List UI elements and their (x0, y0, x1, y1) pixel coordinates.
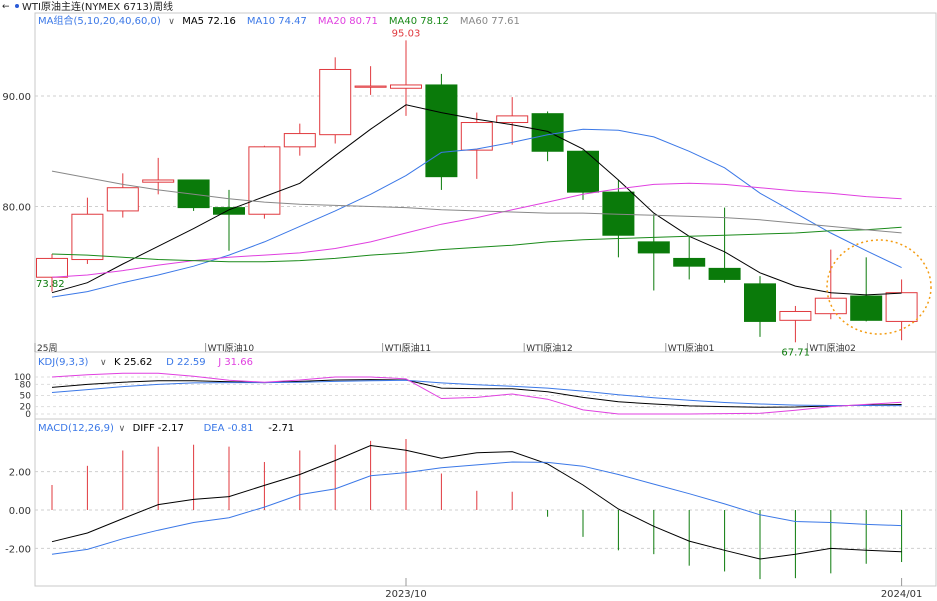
macd-legend-item: DIFF -2.17 (133, 423, 184, 434)
ma-line-ma60 (51, 170, 902, 234)
macd-panel-frame (34, 418, 937, 587)
candle-body (319, 68, 352, 136)
date-label: 2024/01 (881, 589, 923, 600)
kdj-legend-item: D 22.59 (166, 357, 206, 368)
candle-body (885, 292, 918, 322)
highlight-circle (826, 239, 932, 335)
price-tick-label: 90.00 (2, 92, 31, 103)
candle-body (354, 85, 387, 88)
kdj-line-k (51, 379, 902, 408)
dropdown-icon: ∨ (119, 424, 126, 434)
candle-body (71, 213, 104, 261)
candle-body (637, 241, 670, 254)
candle-body (673, 257, 706, 267)
macd-tick-label: 2.00 (9, 468, 31, 479)
period-marker-label: WTI原油02 (809, 342, 856, 354)
kdj-tick-label: 20 (20, 403, 32, 413)
macd-legend-title: MACD(12,26,9) (38, 423, 114, 434)
kdj-lines (51, 372, 902, 415)
dropdown-icon: ∨ (100, 358, 107, 368)
dropdown-icon: ∨ (168, 17, 175, 27)
period-marker-label: WTI原油01 (668, 342, 715, 354)
macd-line-dea (51, 461, 902, 555)
candle-body (496, 115, 529, 124)
macd-histogram-and-lines (51, 438, 903, 580)
kdj-tick-label: 100 (14, 373, 31, 383)
candle-body (142, 179, 175, 183)
instrument-dot-icon (15, 4, 19, 8)
kdj-tick-label: 50 (20, 392, 32, 402)
kdj-legend-item: K 25.62 (114, 357, 152, 368)
ma-legend-item: MA5 72.16 (182, 16, 236, 27)
kdj-line-d (51, 379, 902, 407)
candle-body (390, 84, 422, 89)
low-annotation: 73.82 (36, 279, 65, 290)
candle-body (283, 133, 316, 148)
candle-body (531, 113, 564, 152)
period-marker-label: WTI原油11 (385, 342, 432, 354)
high-annotation: 95.03 (392, 28, 421, 39)
kdj-legend-item: J 31.66 (217, 357, 253, 368)
kdj-legend-title: KDJ(9,3,3) (38, 357, 89, 368)
candle-body (779, 310, 812, 321)
candle-body (248, 146, 281, 215)
macd-gridlines (35, 471, 936, 549)
ma-line-ma40 (51, 226, 902, 263)
moving-average-lines (51, 104, 902, 298)
price-tick-label: 80.00 (2, 203, 31, 214)
candle-body (106, 187, 139, 212)
macd-line-diff (51, 444, 902, 560)
period-marker-label: WTI原油10 (208, 342, 255, 354)
macd-legend-item: DEA -0.81 (204, 423, 254, 434)
candle-body (460, 122, 493, 151)
ma-line-ma10 (51, 128, 902, 298)
candle-body (567, 150, 599, 193)
period-marker-label: WTI原油12 (526, 342, 573, 354)
kdj-tick-label: 80 (20, 380, 32, 390)
back-icon[interactable]: ← (2, 2, 10, 12)
candle-body (744, 283, 776, 322)
date-label: 2023/10 (385, 589, 427, 600)
ma-line-ma5 (51, 104, 902, 296)
period-marker-label: 25周 (37, 343, 57, 354)
low-annotation: 67.71 (781, 347, 810, 358)
candle-body (213, 207, 245, 215)
candle-body (425, 84, 458, 178)
macd-tick-label: 0.00 (9, 506, 31, 517)
instrument-title[interactable]: WTI原油主连(NYMEX 6713) (22, 0, 153, 13)
candle-body (177, 179, 210, 209)
period-selector[interactable]: 周线 (153, 0, 173, 13)
candle-body (850, 295, 883, 321)
ma-legend-title: MA组合(5,10,20,40,60,0) (38, 14, 161, 27)
macd-tick-label: -2.00 (5, 544, 31, 555)
ma-legend-item: MA60 77.61 (460, 16, 520, 27)
candle-body (36, 257, 68, 278)
kdj-line-j (51, 372, 902, 415)
kdj-tick-label: 0 (25, 410, 31, 420)
macd-legend-item: -2.71 (268, 423, 294, 434)
candle-body (708, 267, 741, 280)
indicator-legends: MA组合(5,10,20,40,60,0) ∨ MA5 72.16 MA10 74.4… (38, 14, 520, 434)
ma-legend-item: MA40 78.12 (389, 16, 449, 27)
ma-legend-item: MA10 74.47 (247, 16, 307, 27)
ma-legend-item: MA20 80.71 (318, 16, 378, 27)
